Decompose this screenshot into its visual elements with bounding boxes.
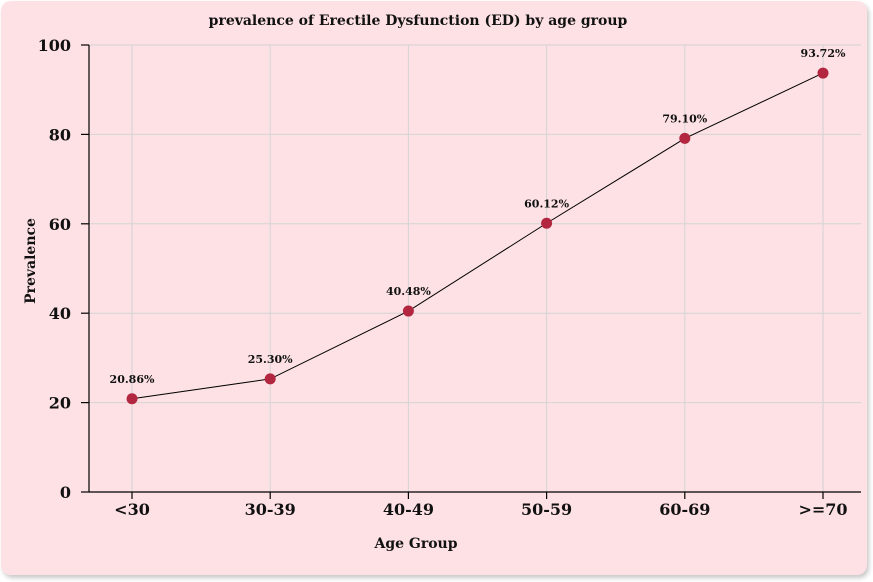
- axes: [81, 44, 861, 499]
- data-point: [817, 67, 829, 79]
- y-tick-label: 80: [49, 125, 71, 144]
- y-tick-label: 100: [38, 36, 71, 55]
- x-tick-label: >=70: [798, 500, 847, 519]
- data-point: [402, 305, 414, 317]
- x-tick-label: 50-59: [521, 500, 572, 519]
- grid-lines: [89, 44, 861, 492]
- x-axis-label: Age Group: [373, 536, 457, 552]
- data-point: [541, 217, 553, 229]
- y-tick-labels: 0 20 40 60 80 100: [38, 36, 71, 502]
- y-tick-label: 0: [60, 483, 71, 502]
- data-label: 60.12%: [524, 197, 569, 210]
- data-point: [264, 373, 276, 385]
- y-tick-label: 40: [49, 304, 71, 323]
- x-tick-label: 30-39: [245, 500, 296, 519]
- data-label: 79.10%: [662, 112, 707, 125]
- chart-title: prevalence of Erectile Dysfunction (ED) …: [209, 13, 628, 29]
- data-label: 25.30%: [248, 353, 293, 366]
- chart-card: 0 20 40 60 80 100 <30 30-39 40-49 50-59 60-69 >=70…: [1, 1, 867, 575]
- y-tick-label: 60: [49, 215, 71, 234]
- y-tick-label: 20: [49, 394, 71, 413]
- data-point: [126, 393, 138, 405]
- line-chart: 0 20 40 60 80 100 <30 30-39 40-49 50-59 60-69 >=70…: [23, 13, 861, 552]
- data-label: 20.86%: [110, 373, 155, 386]
- data-label: 93.72%: [801, 47, 846, 60]
- x-tick-label: <30: [114, 500, 150, 519]
- x-tick-label: 40-49: [383, 500, 434, 519]
- y-axis-label: Prevalence: [23, 218, 39, 304]
- data-point: [679, 132, 691, 144]
- data-labels: 20.86% 25.30% 40.48% 60.12% 79.10% 93.72%: [110, 47, 846, 386]
- x-tick-label: 60-69: [659, 500, 710, 519]
- series-line: [131, 72, 824, 400]
- data-label: 40.48%: [386, 285, 431, 298]
- x-tick-labels: <30 30-39 40-49 50-59 60-69 >=70: [114, 500, 847, 519]
- data-markers: [126, 67, 829, 405]
